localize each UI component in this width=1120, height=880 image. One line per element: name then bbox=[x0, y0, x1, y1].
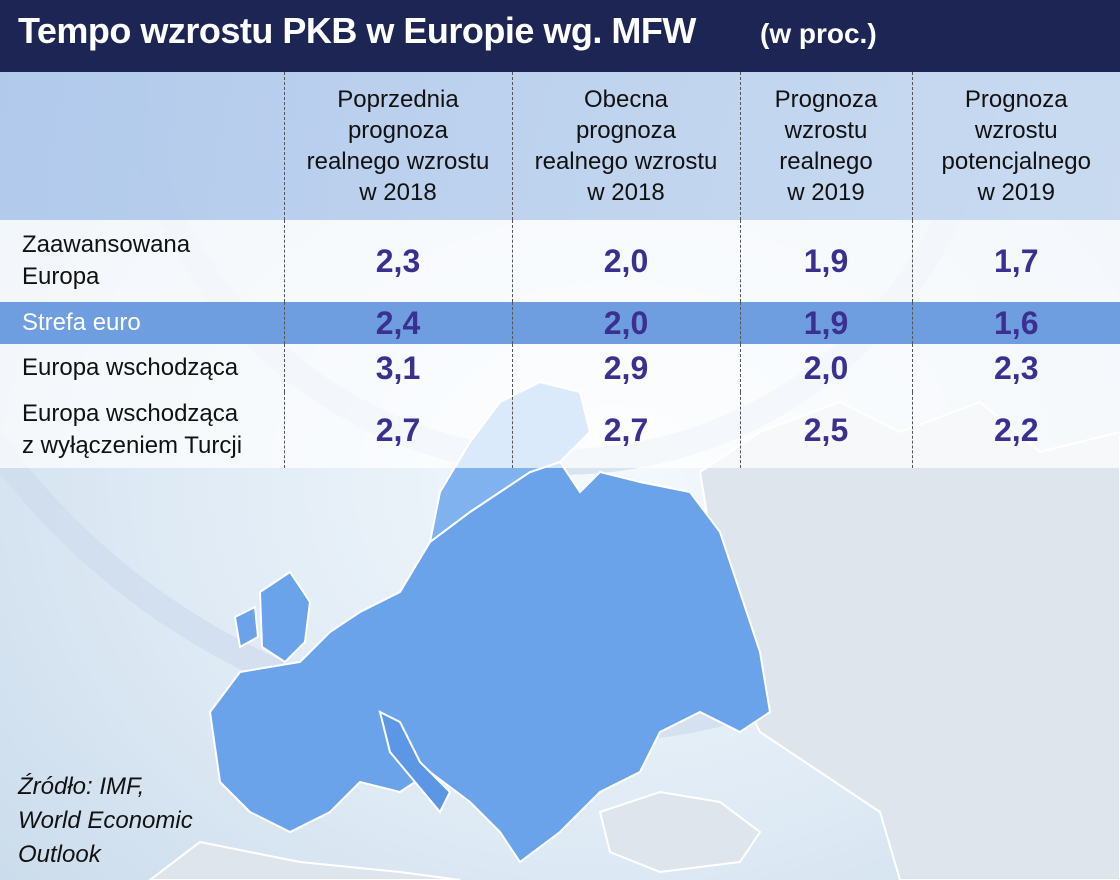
map-uk-shape bbox=[258, 570, 312, 664]
map-europe-shape bbox=[208, 460, 772, 864]
table-cell-value: 2,5 bbox=[739, 392, 912, 468]
column-header: Poprzednia prognoza realnego wzrostu w 2018 bbox=[283, 72, 512, 220]
table-cell-value: 2,0 bbox=[511, 302, 740, 344]
row-label: Strefa euro bbox=[22, 309, 141, 336]
table-cell-value: 2,0 bbox=[739, 344, 912, 392]
column-header: Prognoza wzrostu realnego w 2019 bbox=[739, 72, 912, 220]
table-row: Europa wschodząca z wyłączeniem Turcji 2,… bbox=[0, 392, 1120, 468]
title-bar: Tempo wzrostu PKB w Europie wg. MFW (w p… bbox=[0, 0, 1120, 72]
row-label: Europa wschodząca z wyłączeniem Turcji bbox=[22, 400, 243, 459]
europe-map-background bbox=[0, 72, 1120, 880]
chart-unit: (w proc.) bbox=[760, 18, 877, 49]
table-row: Zaawansowana Europa 2,3 2,0 1,9 1,7 bbox=[0, 220, 1120, 302]
row-label: Zaawansowana Europa bbox=[22, 231, 191, 290]
table-cell-value: 2,2 bbox=[911, 392, 1120, 468]
table-cell-value: 1,9 bbox=[739, 302, 912, 344]
header-empty-cell bbox=[0, 72, 284, 220]
table-cell-value: 1,7 bbox=[911, 220, 1120, 302]
table-cell-value: 3,1 bbox=[283, 344, 512, 392]
map-africa-shape bbox=[148, 840, 461, 880]
table-cell-value: 2,3 bbox=[283, 220, 512, 302]
table-cell-value: 2,4 bbox=[283, 302, 512, 344]
table-cell-value: 1,6 bbox=[911, 302, 1120, 344]
table-cell-value: 2,9 bbox=[511, 344, 740, 392]
forecast-table: Poprzednia prognoza realnego wzrostu w 2018… bbox=[0, 72, 1120, 468]
map-russia-shape bbox=[698, 400, 1120, 880]
table-row-highlighted: Strefa euro 2,4 2,0 1,9 1,6 bbox=[0, 302, 1120, 344]
column-header: Prognoza wzrostu potencjalnego w 2019 bbox=[911, 72, 1120, 220]
table-cell-value: 2,3 bbox=[911, 344, 1120, 392]
row-label: Europa wschodząca bbox=[22, 354, 239, 381]
table-cell-value: 2,7 bbox=[511, 392, 740, 468]
table-row: Europa wschodząca 3,1 2,9 2,0 2,3 bbox=[0, 344, 1120, 392]
map-turkey-shape bbox=[598, 790, 762, 874]
table-cell-value: 2,7 bbox=[283, 392, 512, 468]
map-ireland-shape bbox=[233, 605, 260, 649]
table-cell-value: 1,9 bbox=[739, 220, 912, 302]
column-header: Obecna prognoza realnego wzrostu w 2018 bbox=[511, 72, 740, 220]
table-header-row: Poprzednia prognoza realnego wzrostu w 2018… bbox=[0, 72, 1120, 220]
table-cell-value: 2,0 bbox=[511, 220, 740, 302]
source-note: Źródło: IMF, World Economic Outlook bbox=[18, 773, 193, 868]
forecast-table-container: Poprzednia prognoza realnego wzrostu w 2018… bbox=[0, 72, 1120, 468]
map-italy-shape bbox=[378, 710, 452, 814]
chart-title: Tempo wzrostu PKB w Europie wg. MFW bbox=[18, 10, 696, 51]
